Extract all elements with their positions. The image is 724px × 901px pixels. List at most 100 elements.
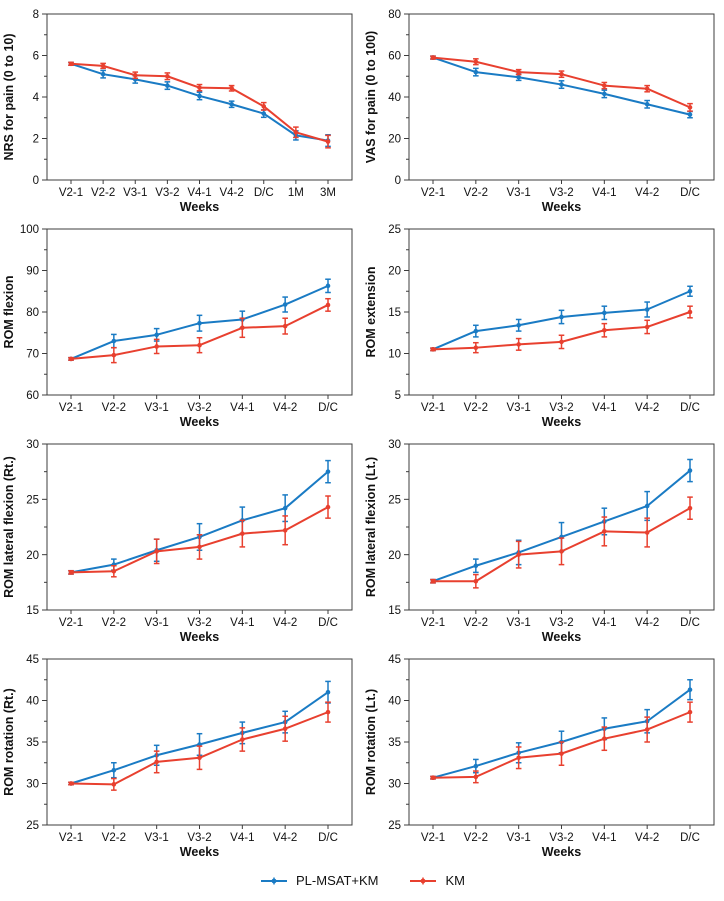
y-tick-label: 4	[33, 92, 40, 104]
y-tick-label: 45	[26, 654, 39, 666]
x-axis-title: Weeks	[542, 845, 581, 859]
y-tick-label: 60	[26, 390, 39, 402]
data-point	[261, 111, 267, 116]
y-tick-label: 30	[26, 439, 39, 451]
x-tick-label: V2-1	[59, 617, 83, 629]
x-tick-label: V4-1	[592, 187, 616, 199]
series-km	[68, 495, 331, 578]
y-tick-label: 20	[26, 550, 39, 562]
data-point	[559, 751, 564, 756]
x-tick-label: V4-1	[230, 617, 254, 629]
x-tick-label: D/C	[680, 832, 700, 844]
data-point	[687, 505, 693, 511]
y-tick-label: 30	[388, 439, 401, 451]
data-point	[229, 101, 234, 107]
x-tick-label: V2-2	[464, 187, 488, 199]
x-tick-label: V4-1	[592, 402, 616, 414]
data-point	[229, 85, 234, 91]
x-tick-label: V4-1	[592, 617, 616, 629]
x-axis: V2-1 V2-2 V3-1 V3-2 V4-1 V4-2 D/C	[59, 395, 338, 414]
x-tick-label: V2-1	[421, 617, 445, 629]
data-point	[68, 61, 74, 67]
y-tick-label: 10	[388, 349, 401, 361]
legend-item-km: KM	[408, 873, 465, 888]
x-tick-label: V4-2	[635, 402, 659, 414]
data-point	[430, 55, 436, 60]
y-axis-title: ROM flexion	[2, 276, 16, 349]
data-point	[111, 352, 117, 358]
chart-svg: 25 30 35 40 45 V2-1 V2-2 V3-1 V3-2 V4-1 V4-2 D/C Wee…	[364, 654, 715, 859]
x-tick-label: V4-2	[635, 187, 659, 199]
data-point	[100, 71, 106, 77]
data-point	[644, 503, 650, 509]
data-point	[516, 74, 521, 80]
data-point	[197, 85, 202, 90]
data-point	[261, 104, 267, 109]
chart-panel-1: 0 2 4 6 8 V2-1 V2-2 V3-1 V3-2 V4-1 V4-2 D/C 1M 3M Week…	[0, 0, 362, 215]
x-tick-label: V4-2	[635, 617, 659, 629]
chart-svg: 15 20 25 30 V2-1 V2-2 V3-1 V3-2 V4-1 V4-2 D/C Weeks…	[2, 439, 353, 644]
series-km	[68, 701, 331, 791]
data-point	[516, 552, 521, 557]
x-tick-label: V3-1	[507, 617, 531, 629]
y-axis-title: NRS for pain (0 to 10)	[2, 33, 16, 160]
chart-panel-7: 25 30 35 40 45 V2-1 V2-2 V3-1 V3-2 V4-1 V4-2 D/C Wee…	[0, 645, 362, 860]
x-tick-label: V2-1	[59, 402, 83, 414]
data-point	[240, 325, 245, 331]
x-tick-label: V4-2	[635, 832, 659, 844]
y-tick-label: 80	[388, 9, 401, 21]
data-point	[165, 73, 170, 79]
data-point	[282, 528, 288, 533]
data-point	[559, 82, 564, 87]
y-axis-title: ROM extension	[364, 267, 378, 358]
data-point	[516, 322, 521, 328]
x-axis-title: Weeks	[180, 415, 219, 429]
data-point	[282, 323, 288, 329]
series-km	[430, 701, 693, 784]
data-point	[516, 755, 521, 761]
data-point	[602, 529, 607, 534]
data-point	[644, 101, 650, 107]
data-point	[473, 328, 479, 334]
x-tick-label: V3-2	[549, 187, 573, 199]
y-tick-label: 15	[388, 307, 401, 319]
x-axis-title: Weeks	[180, 630, 219, 644]
series-km	[68, 297, 331, 364]
data-point	[240, 531, 245, 536]
chart-svg: 25 30 35 40 45 V2-1 V2-2 V3-1 V3-2 V4-1 V4-2 D/C Wee…	[2, 654, 353, 859]
y-tick-label: 90	[26, 266, 39, 278]
series-km	[430, 305, 693, 354]
y-axis: 5 10 15 20 25	[388, 224, 409, 402]
data-point	[282, 302, 288, 307]
data-point	[154, 759, 159, 765]
figure-legend: PL-MSAT+KM KM	[0, 860, 724, 901]
y-tick-label: 15	[26, 605, 39, 617]
y-axis-title: ROM lateral flexion (Lt.)	[364, 457, 378, 597]
data-point	[473, 774, 479, 780]
x-tick-label: 1M	[288, 187, 304, 199]
x-tick-label: V3-1	[145, 832, 169, 844]
x-tick-label: V4-1	[592, 832, 616, 844]
x-tick-label: V2-2	[102, 617, 126, 629]
data-point	[197, 755, 202, 761]
data-point	[687, 468, 693, 473]
data-point	[197, 320, 202, 326]
x-axis-title: Weeks	[542, 630, 581, 644]
data-point	[154, 549, 159, 554]
y-tick-label: 25	[26, 494, 39, 506]
data-point	[325, 139, 331, 144]
data-point	[325, 689, 331, 695]
series-line	[70, 62, 329, 142]
x-tick-label: V3-2	[155, 187, 179, 199]
x-axis: V2-1 V2-2 V3-1 V3-2 V4-1 V4-2 D/C	[59, 610, 338, 629]
x-tick-label: V2-1	[421, 832, 445, 844]
series-km	[430, 55, 693, 112]
y-tick-label: 20	[388, 550, 401, 562]
y-tick-label: 2	[33, 134, 39, 146]
y-tick-label: 8	[33, 9, 39, 21]
x-tick-label: V2-1	[59, 832, 83, 844]
legend-marker-blue-icon	[261, 877, 288, 884]
data-point	[687, 687, 693, 693]
chart-svg: 15 20 25 30 V2-1 V2-2 V3-1 V3-2 V4-1 V4-2 D/C Weeks…	[364, 439, 715, 644]
data-point	[282, 726, 288, 732]
